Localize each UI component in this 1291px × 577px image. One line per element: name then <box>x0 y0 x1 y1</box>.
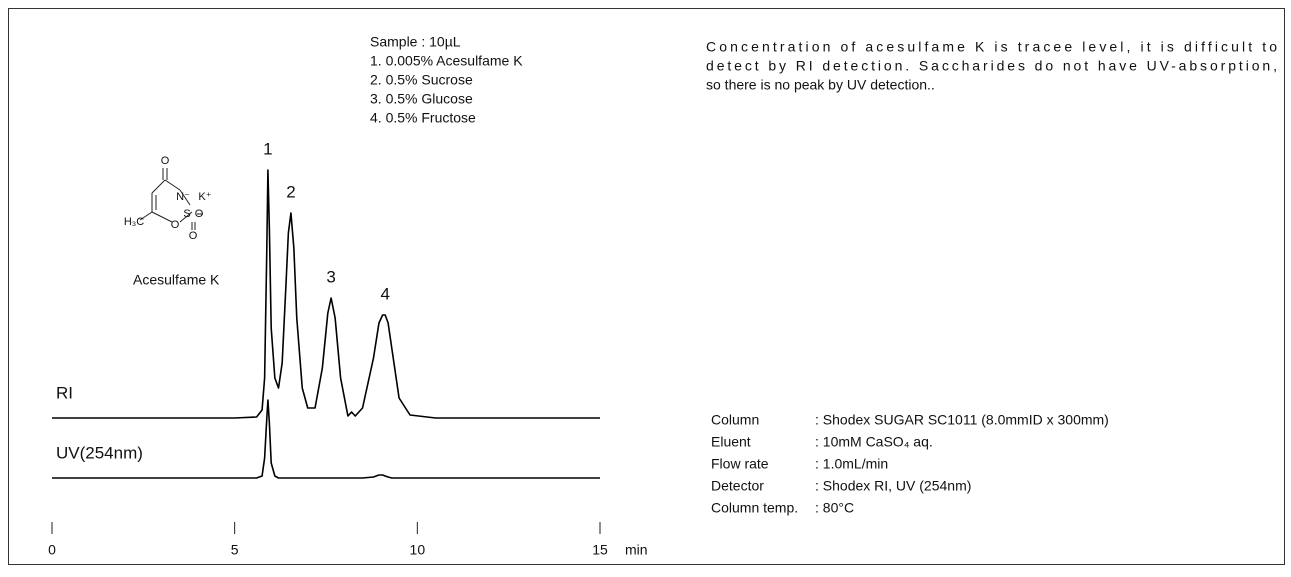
condition-label: Detector <box>711 478 764 494</box>
trace-label: UV(254nm) <box>56 443 143 462</box>
atom-label: H₃C <box>124 216 144 228</box>
structure-drawing <box>139 168 203 230</box>
sample-line: Sample : 10µL <box>370 34 461 50</box>
condition-label: Column <box>711 412 759 428</box>
condition-value: : 1.0mL/min <box>815 456 888 472</box>
condition-label: Flow rate <box>711 456 769 472</box>
peak-label: 2 <box>286 182 295 201</box>
structure-name: Acesulfame K <box>133 272 220 288</box>
atom-label: S <box>183 208 190 220</box>
sample-line: 3. 0.5% Glucose <box>370 91 473 107</box>
trace-line <box>52 399 600 479</box>
atom-label: N⁻ <box>176 191 190 203</box>
x-tick-label: 15 <box>592 542 608 558</box>
trace-line <box>52 169 600 419</box>
atom-label: O <box>161 155 170 167</box>
condition-value: : Shodex RI, UV (254nm) <box>815 478 971 494</box>
condition-value: : Shodex SUGAR SC1011 (8.0mmID x 300mm) <box>815 412 1109 428</box>
condition-value: : 10mM CaSO₄ aq. <box>815 434 933 450</box>
condition-label: Eluent <box>711 434 751 450</box>
description-line: so there is no peak by UV detection.. <box>706 77 935 93</box>
condition-label: Column temp. <box>711 500 798 516</box>
atom-label: K⁺ <box>198 191 211 203</box>
atom-label: O <box>171 219 180 231</box>
x-tick-label: 10 <box>410 542 426 558</box>
sample-line: 2. 0.5% Sucrose <box>370 72 473 88</box>
sample-line: 1. 0.005% Acesulfame K <box>370 53 523 69</box>
peak-label: 1 <box>263 139 272 158</box>
peak-label: 4 <box>380 284 389 303</box>
atom-label: O <box>189 230 198 242</box>
condition-value: : 80°C <box>815 500 854 516</box>
trace-label: RI <box>56 383 73 402</box>
peak-label: 3 <box>326 267 335 286</box>
x-tick-label: 5 <box>231 542 239 558</box>
x-axis-label: min <box>625 542 648 558</box>
description-line: detect by RI detection. Saccharides do n… <box>706 58 1277 74</box>
atom-label: O <box>195 208 204 220</box>
sample-line: 4. 0.5% Fructose <box>370 110 476 126</box>
description-line: Concentration of acesulfame K is tracee … <box>706 39 1277 55</box>
x-tick-label: 0 <box>48 542 56 558</box>
frame <box>8 8 1285 565</box>
